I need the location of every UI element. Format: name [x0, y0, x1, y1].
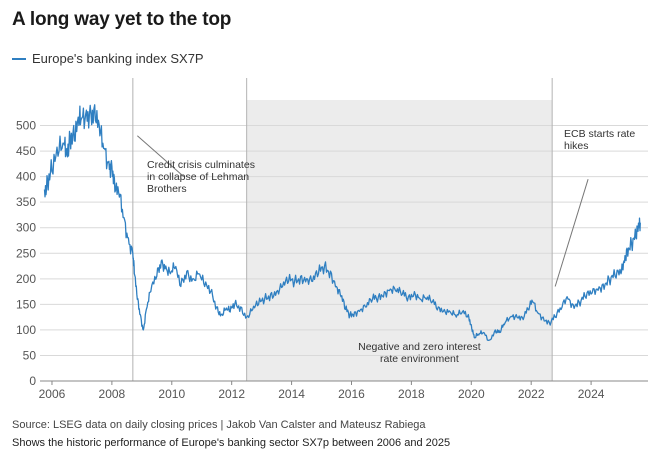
y-tick-label: 350: [16, 195, 36, 209]
x-tick-label: 2024: [578, 387, 605, 401]
source-note: Source: LSEG data on daily closing price…: [12, 419, 426, 431]
y-tick-label: 500: [16, 119, 36, 133]
y-tick-label: 150: [16, 297, 36, 311]
legend-swatch: [12, 57, 26, 60]
annotation-text: Credit crisis culminates in collapse of L…: [147, 159, 255, 195]
annotation-leader-line: [554, 179, 589, 287]
chart-title: A long way yet to the top: [12, 9, 232, 30]
legend-label: Europe's banking index SX7P: [32, 51, 204, 66]
shaded-region-label: Negative and zero interest rate environme…: [358, 341, 481, 365]
y-tick-label: 300: [16, 221, 36, 235]
x-tick-label: 2010: [158, 387, 185, 401]
x-tick-label: 2018: [398, 387, 425, 401]
y-tick-label: 400: [16, 170, 36, 184]
x-tick-label: 2008: [99, 387, 126, 401]
shaded-region: [246, 100, 553, 381]
x-tick-label: 2022: [518, 387, 545, 401]
y-tick-label: 100: [16, 323, 36, 337]
x-tick-label: 2012: [218, 387, 245, 401]
x-tick-label: 2006: [39, 387, 66, 401]
y-tick-label: 200: [16, 272, 36, 286]
chart-caption: Shows the historic performance of Europe…: [12, 437, 451, 449]
annotation-text: ECB starts rate hikes: [564, 128, 635, 152]
legend: Europe's banking index SX7P: [12, 51, 204, 66]
y-tick-label: 250: [16, 246, 36, 260]
x-tick-label: 2020: [458, 387, 485, 401]
x-tick-label: 2014: [278, 387, 305, 401]
x-tick-label: 2016: [338, 387, 365, 401]
y-tick-label: 0: [29, 374, 36, 388]
y-tick-label: 50: [23, 348, 37, 362]
series-line: [43, 104, 641, 342]
y-tick-label: 450: [16, 144, 36, 158]
annotation-leader-line: [137, 135, 185, 178]
